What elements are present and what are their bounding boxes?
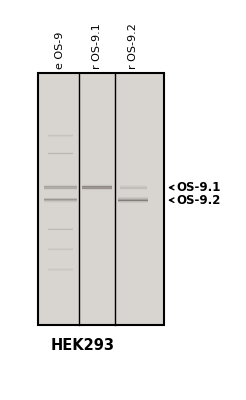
Bar bbox=[38, 73, 164, 325]
Text: OS-9.2: OS-9.2 bbox=[177, 194, 221, 207]
Text: r OS-9.1: r OS-9.1 bbox=[92, 23, 102, 69]
Text: OS-9.1: OS-9.1 bbox=[177, 181, 221, 194]
Text: r OS-9.2: r OS-9.2 bbox=[128, 23, 138, 69]
Text: HEK293: HEK293 bbox=[50, 338, 114, 352]
Text: e OS-9: e OS-9 bbox=[55, 32, 65, 69]
